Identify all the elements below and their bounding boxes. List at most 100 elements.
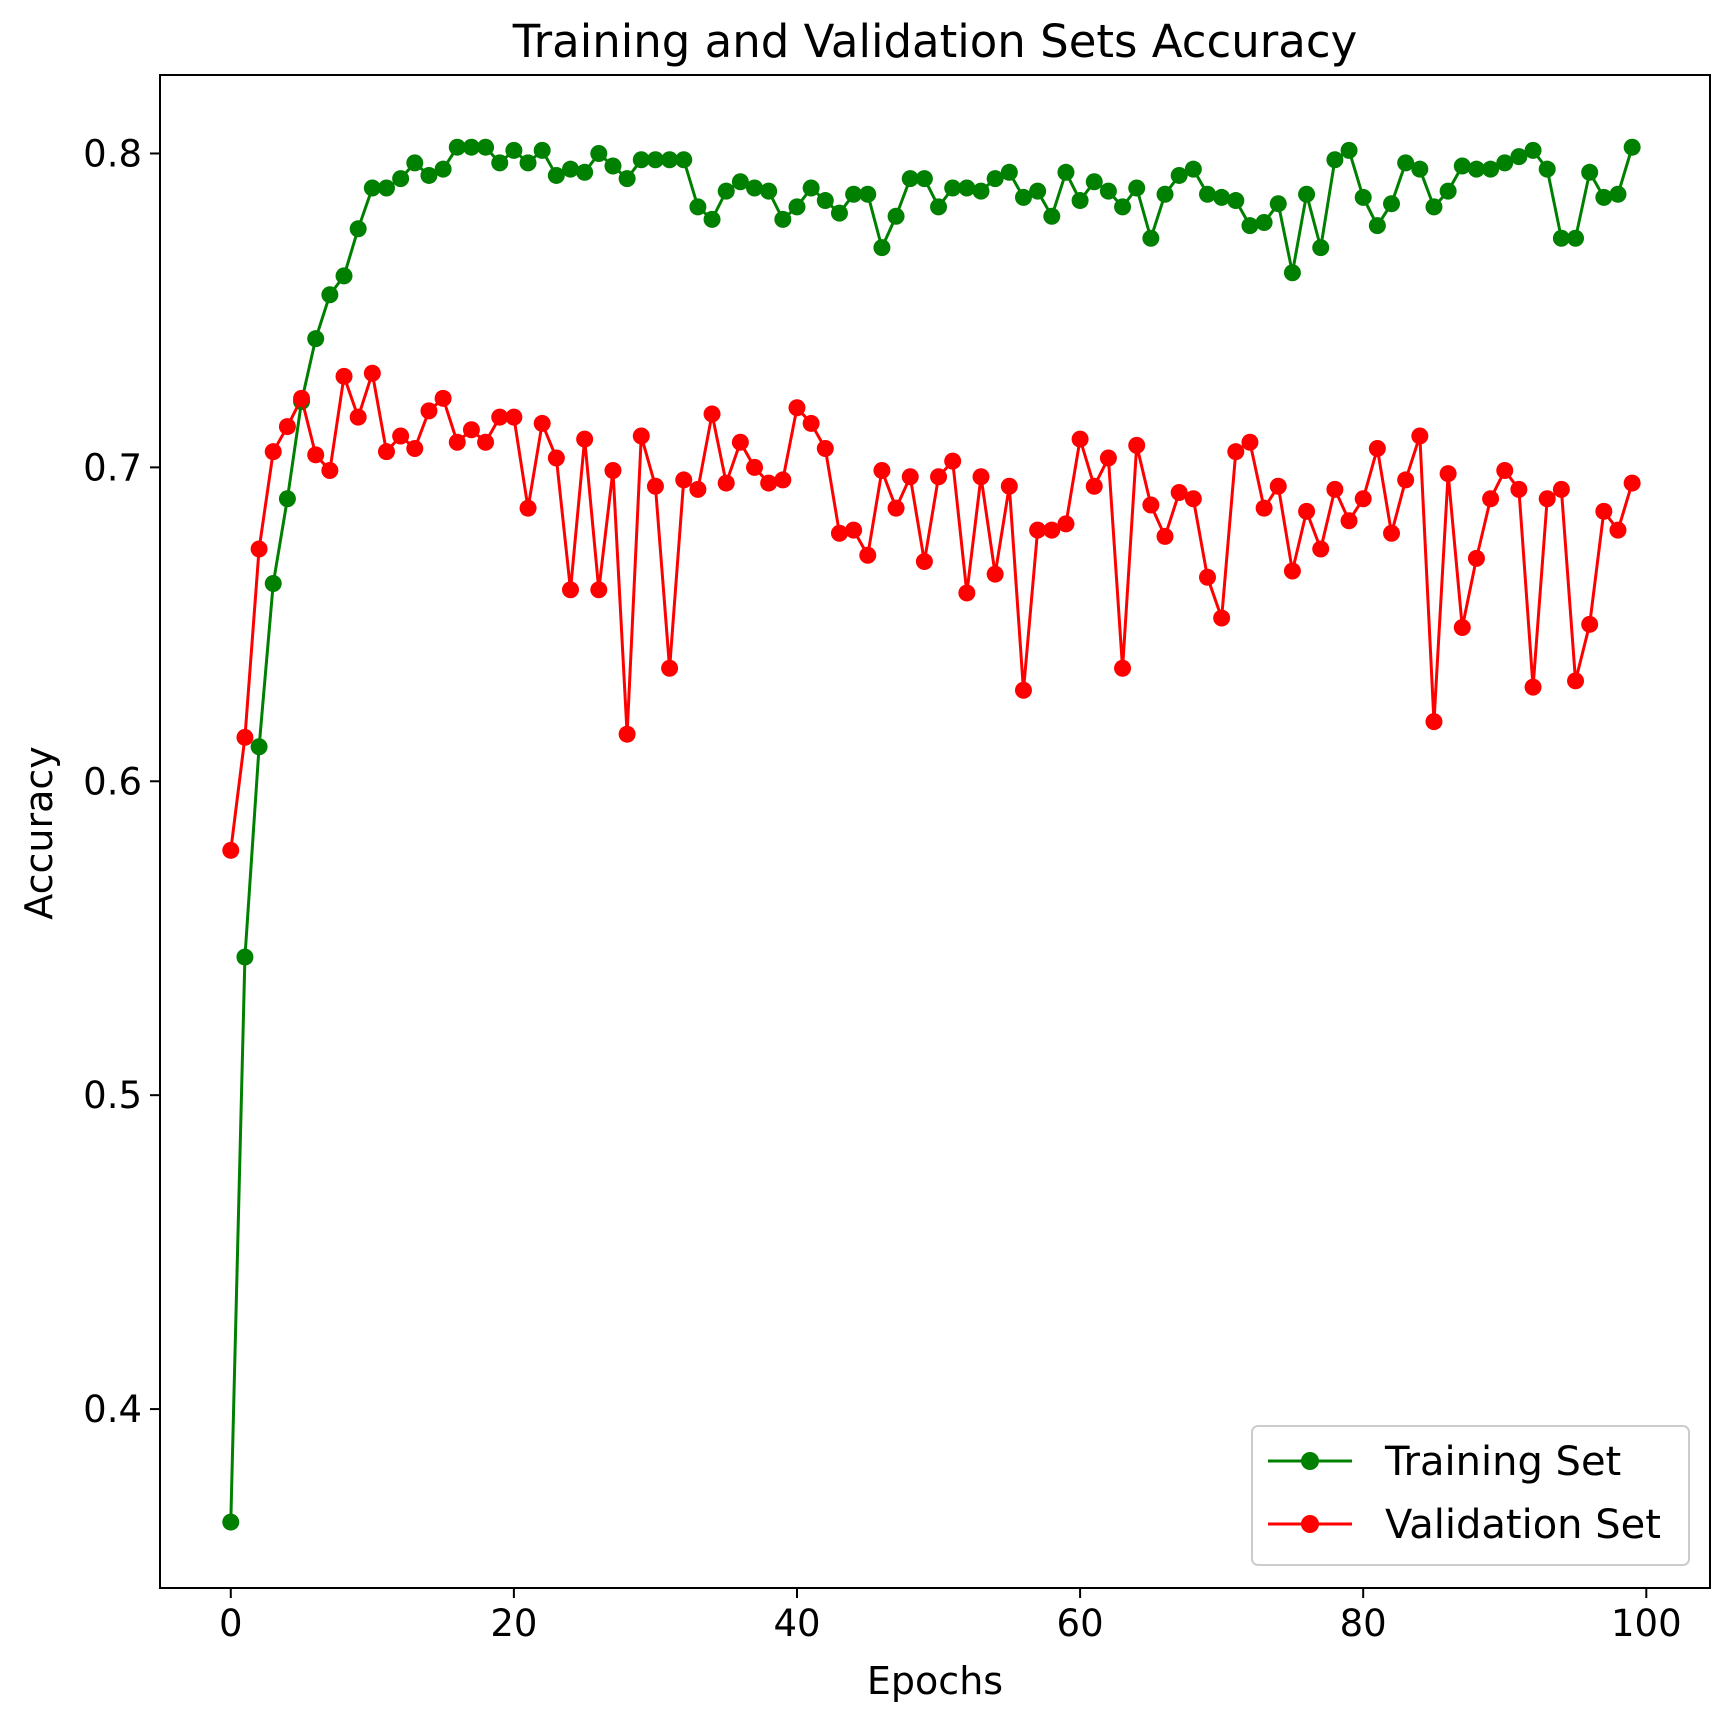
data-point-validation-set xyxy=(689,480,707,498)
data-point-validation-set xyxy=(1000,477,1018,495)
series-line-training-set xyxy=(229,145,1634,1523)
data-point-training-set xyxy=(1128,179,1146,197)
data-point-validation-set xyxy=(1581,615,1599,633)
data-point-validation-set xyxy=(1595,502,1613,520)
data-point-training-set xyxy=(250,738,268,756)
data-point-validation-set xyxy=(533,414,551,432)
data-point-validation-set xyxy=(1467,549,1485,567)
data-point-training-set xyxy=(576,163,594,181)
data-point-training-set xyxy=(1085,173,1103,191)
data-point-validation-set xyxy=(915,553,933,571)
data-point-training-set xyxy=(1425,198,1443,216)
data-point-validation-set xyxy=(1227,443,1245,461)
data-point-training-set xyxy=(420,166,438,184)
data-point-training-set xyxy=(491,154,509,172)
x-tick-label: 60 xyxy=(1057,1602,1104,1645)
data-point-training-set xyxy=(1043,207,1061,225)
data-point-validation-set xyxy=(1170,483,1188,501)
data-point-validation-set xyxy=(590,581,608,599)
data-point-training-set xyxy=(562,160,579,178)
data-point-validation-set xyxy=(1383,524,1401,542)
data-point-validation-set xyxy=(392,427,410,445)
data-point-training-set xyxy=(477,138,495,156)
x-tick-label: 0 xyxy=(219,1602,243,1645)
data-point-validation-set xyxy=(1567,672,1585,690)
data-point-validation-set xyxy=(1482,490,1500,508)
data-point-validation-set xyxy=(632,427,650,445)
data-point-training-set xyxy=(1298,185,1316,203)
data-point-validation-set xyxy=(1510,480,1528,498)
data-point-validation-set xyxy=(307,446,325,464)
data-point-training-set xyxy=(236,948,254,966)
data-point-training-set xyxy=(1156,185,1174,203)
data-point-validation-set xyxy=(1085,477,1103,495)
data-point-training-set xyxy=(222,1513,240,1531)
data-point-validation-set xyxy=(462,421,480,439)
data-point-validation-set xyxy=(547,449,565,467)
data-point-training-set xyxy=(675,151,693,169)
data-point-validation-set xyxy=(1128,436,1146,454)
data-point-validation-set xyxy=(448,433,466,451)
data-point-validation-set xyxy=(264,443,282,461)
data-point-training-set xyxy=(760,182,778,200)
data-point-training-set xyxy=(930,198,948,216)
axis-ticks: 0 20 40 60 80 100 0.4 0.5 0.6 0.7 0.8 xyxy=(83,132,1681,1645)
data-point-training-set xyxy=(1496,154,1514,172)
data-point-validation-set xyxy=(1114,659,1132,677)
data-point-validation-set xyxy=(1354,490,1372,508)
data-point-training-set xyxy=(1567,229,1585,247)
series-layer xyxy=(222,138,1641,1531)
data-point-validation-set xyxy=(760,474,778,492)
data-point-training-set xyxy=(915,170,933,188)
data-point-training-set xyxy=(1057,163,1075,181)
series-validation-set xyxy=(222,364,1641,859)
data-point-validation-set xyxy=(1057,515,1075,533)
data-point-validation-set xyxy=(1269,477,1287,495)
data-point-validation-set xyxy=(1142,496,1160,514)
data-point-training-set xyxy=(1552,229,1570,247)
data-point-training-set xyxy=(1439,182,1457,200)
data-point-validation-set xyxy=(788,399,806,417)
data-point-validation-set xyxy=(477,433,495,451)
data-point-validation-set xyxy=(859,546,877,564)
plot-frame xyxy=(159,74,1711,1589)
data-point-training-set xyxy=(1538,160,1556,178)
data-point-training-set xyxy=(1354,188,1372,206)
data-point-training-set xyxy=(377,179,395,197)
data-point-validation-set xyxy=(746,458,764,476)
data-point-validation-set xyxy=(1552,480,1570,498)
data-point-validation-set xyxy=(1298,502,1316,520)
data-point-training-set xyxy=(703,210,721,228)
data-point-validation-set xyxy=(802,414,820,432)
data-point-training-set xyxy=(1312,239,1330,257)
data-point-training-set xyxy=(335,267,353,285)
x-tick-label: 100 xyxy=(1611,1602,1682,1645)
data-point-training-set xyxy=(1510,148,1528,166)
y-tick-label: 0.5 xyxy=(83,1074,142,1117)
data-point-training-set xyxy=(349,220,367,238)
data-point-validation-set xyxy=(420,402,438,420)
legend-label-validation: Validation Set xyxy=(1385,1502,1661,1548)
y-axis-label: Accuracy xyxy=(17,746,61,920)
data-point-training-set xyxy=(1014,188,1032,206)
data-point-training-set xyxy=(392,170,410,188)
data-point-training-set xyxy=(1213,188,1231,206)
data-point-validation-set xyxy=(278,418,296,436)
data-point-training-set xyxy=(264,575,282,593)
data-point-training-set xyxy=(830,204,848,222)
data-point-validation-set xyxy=(930,468,948,486)
data-point-training-set xyxy=(1482,160,1500,178)
y-tick-label: 0.7 xyxy=(83,446,142,489)
data-point-training-set xyxy=(632,151,650,169)
data-point-validation-set xyxy=(406,440,424,458)
data-point-training-set xyxy=(746,179,764,197)
data-point-training-set xyxy=(505,141,523,159)
data-point-training-set xyxy=(1000,163,1018,181)
data-point-training-set xyxy=(1581,163,1599,181)
data-point-validation-set xyxy=(1340,512,1358,530)
data-point-validation-set xyxy=(731,433,749,451)
data-point-training-set xyxy=(547,166,565,184)
data-point-training-set xyxy=(1071,192,1089,210)
data-point-training-set xyxy=(1623,138,1641,156)
data-point-validation-set xyxy=(1538,490,1556,508)
